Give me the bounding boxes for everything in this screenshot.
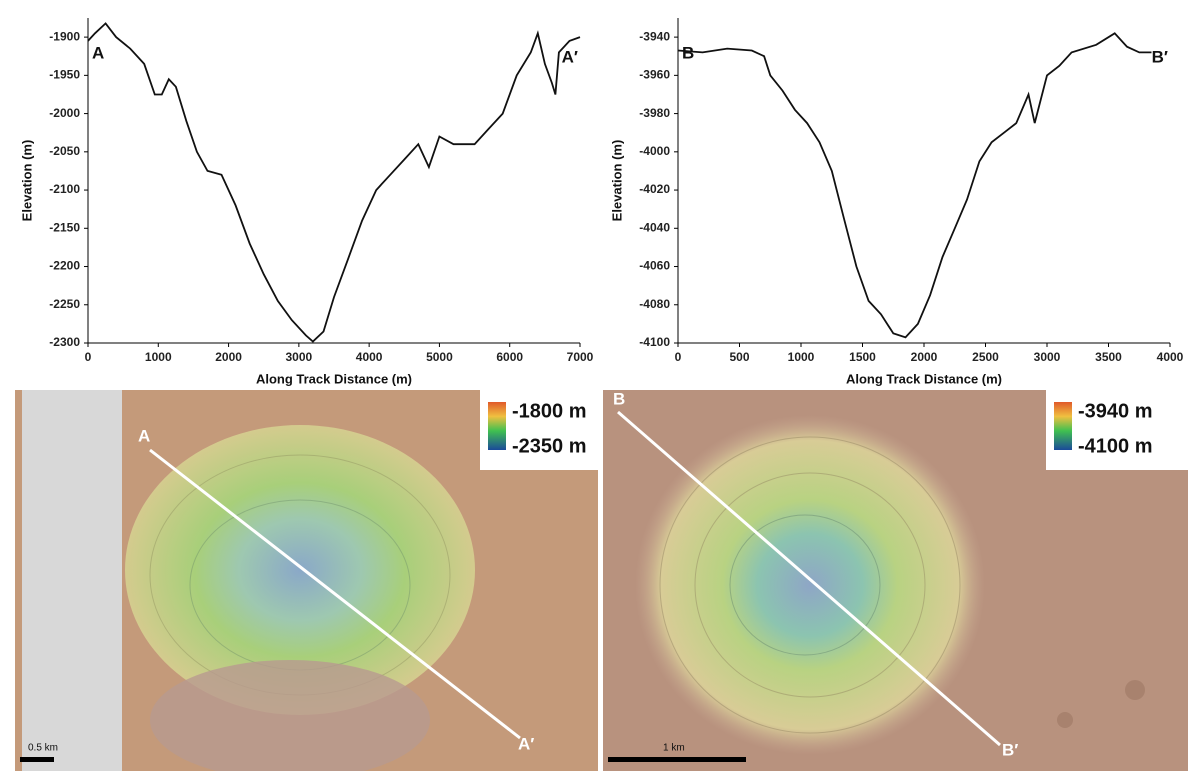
y-tick-label: -4100 — [639, 335, 670, 349]
y-tick-label: -3960 — [639, 68, 670, 82]
map-start-label: A — [138, 426, 150, 445]
x-tick-label: 5000 — [426, 350, 453, 364]
corner-label: B′ — [1152, 47, 1168, 66]
x-axis-title: Along Track Distance (m) — [256, 371, 412, 386]
legend-low: -4100 m — [1078, 435, 1153, 457]
x-tick-label: 1000 — [788, 350, 815, 364]
x-tick-label: 1000 — [145, 350, 172, 364]
x-tick-label: 3000 — [286, 350, 313, 364]
y-tick-label: -4000 — [639, 144, 670, 158]
y-tick-label: -4040 — [639, 220, 670, 234]
scale-label: 0.5 km — [28, 743, 58, 754]
corner-label: A′ — [562, 47, 578, 66]
profile-line — [87, 22, 581, 343]
y-tick-label: -2300 — [49, 335, 80, 349]
map-start-label: B — [613, 389, 625, 408]
x-tick-label: 0 — [675, 350, 682, 364]
legend-high: -3940 m — [1078, 400, 1153, 422]
map-end-label: A′ — [518, 734, 534, 753]
y-axis-title: Elevation (m) — [19, 140, 34, 222]
y-tick-label: -2250 — [49, 297, 80, 311]
y-tick-label: -3940 — [639, 29, 670, 43]
profile-line — [677, 32, 1152, 339]
y-tick-label: -2000 — [49, 106, 80, 120]
x-tick-label: 1500 — [849, 350, 876, 364]
x-tick-label: 4000 — [1157, 350, 1184, 364]
y-axis-title: Elevation (m) — [609, 140, 624, 222]
legend-high: -1800 m — [512, 400, 587, 422]
x-tick-label: 0 — [85, 350, 92, 364]
y-tick-label: -2200 — [49, 259, 80, 273]
x-tick-label: 500 — [729, 350, 749, 364]
x-tick-label: 4000 — [356, 350, 383, 364]
x-tick-label: 2000 — [215, 350, 242, 364]
x-tick-label: 2000 — [911, 350, 938, 364]
y-tick-label: -4080 — [639, 297, 670, 311]
map-left — [15, 390, 598, 776]
y-tick-label: -2150 — [49, 220, 80, 234]
x-tick-label: 6000 — [496, 350, 523, 364]
y-tick-label: -2100 — [49, 182, 80, 196]
map-right — [603, 390, 1188, 771]
scale-label: 1 km — [663, 743, 685, 754]
x-tick-label: 2500 — [972, 350, 999, 364]
x-tick-label: 7000 — [567, 350, 594, 364]
y-tick-label: -3980 — [639, 106, 670, 120]
y-tick-label: -1900 — [49, 29, 80, 43]
corner-label: A — [92, 43, 104, 62]
y-tick-label: -4060 — [639, 259, 670, 273]
x-axis-title: Along Track Distance (m) — [846, 371, 1002, 386]
y-tick-label: -2050 — [49, 144, 80, 158]
x-tick-label: 3000 — [1034, 350, 1061, 364]
corner-label: B — [682, 43, 694, 62]
map-end-label: B′ — [1002, 740, 1018, 759]
y-tick-label: -1950 — [49, 68, 80, 82]
legend-low: -2350 m — [512, 435, 587, 457]
y-tick-label: -4020 — [639, 182, 670, 196]
x-tick-label: 3500 — [1095, 350, 1122, 364]
